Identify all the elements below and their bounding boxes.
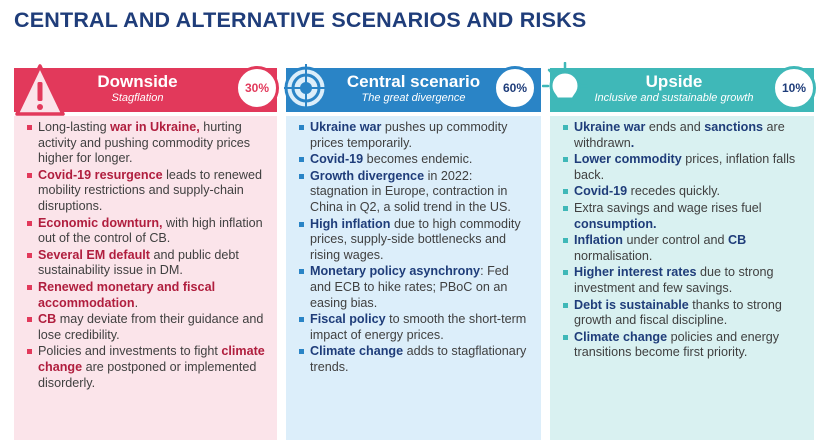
- list-item: High inflation due to high commodity pri…: [296, 217, 533, 264]
- text: recedes quickly.: [627, 184, 721, 199]
- downside-body: Long-lasting war in Ukraine, hurting act…: [14, 116, 277, 440]
- bold-text: Monetary policy asynchrony: [310, 264, 481, 279]
- text: prices, inflation falls back.: [574, 152, 796, 182]
- text: are postponed or implemented disorderly.: [38, 359, 257, 390]
- upside-header: Upside Inclusive and sustainable growth: [550, 68, 814, 112]
- bold-text: Renewed monetary and fiscal accommodatio…: [38, 279, 216, 310]
- list-item: Growth divergence in 2022: stagnation in…: [296, 169, 533, 216]
- central-list: Ukraine war pushes up commodity prices t…: [296, 120, 533, 376]
- list-item: Renewed monetary and fiscal accommodatio…: [24, 280, 269, 311]
- target-icon: [284, 64, 330, 117]
- warning-triangle-icon: [14, 62, 66, 125]
- bold-text: Lower commodity: [574, 152, 682, 167]
- list-item: Covid-19 becomes endemic.: [296, 152, 533, 168]
- text: are withdrawn: [574, 120, 785, 150]
- bold-text: consumption.: [574, 216, 657, 231]
- list-item: Covid-19 resurgence leads to renewed mob…: [24, 168, 269, 215]
- bold-text: Growth divergence: [310, 168, 425, 183]
- text: with high inflation out of the control o…: [38, 215, 263, 246]
- list-item: Several EM default and public debt susta…: [24, 248, 269, 279]
- upside-body: Ukraine war ends and sanctions are withd…: [550, 116, 814, 440]
- text: Extra savings and wage rises fuel: [574, 200, 762, 215]
- central-subtitle: The great divergence: [361, 92, 466, 104]
- text: pushes up commodity prices temporarily.: [310, 120, 508, 150]
- central-column: Central scenario The great divergence 60…: [284, 62, 541, 440]
- list-item: Ukraine war ends and sanctions are withd…: [560, 120, 806, 151]
- bold-text: CB: [38, 312, 57, 327]
- text: and public debt sustainability issue in …: [38, 247, 239, 278]
- list-item: Fiscal policy to smooth the short-term i…: [296, 312, 533, 343]
- upside-probability-badge: 10%: [772, 66, 816, 110]
- text: normalisation.: [574, 248, 653, 263]
- bold-text: Climate change: [310, 344, 404, 359]
- text: becomes endemic.: [363, 152, 473, 167]
- downside-list: Long-lasting war in Ukraine, hurting act…: [24, 120, 269, 391]
- text: to smooth the short-term impact of energ…: [310, 312, 527, 342]
- bold-text: Climate change: [574, 329, 668, 344]
- list-item: Monetary policy asynchrony: Fed and ECB …: [296, 264, 533, 311]
- list-item: Economic downturn, with high inflation o…: [24, 216, 269, 247]
- text: .: [134, 295, 139, 310]
- text: : Fed and ECB to hike rates; PBoC on an …: [310, 264, 509, 310]
- upside-title: Upside: [645, 72, 703, 91]
- list-item: Climate change policies and energy trans…: [560, 330, 806, 361]
- text: hurting activity and pushing commodity p…: [38, 120, 251, 166]
- text: ends and: [645, 120, 705, 134]
- text: due to high commodity prices, supply-sid…: [310, 216, 521, 262]
- page-title: CENTRAL AND ALTERNATIVE SCENARIOS AND RI…: [14, 8, 587, 32]
- bold-text: Debt is sustainable: [574, 297, 689, 312]
- text: leads to renewed mobility restrictions a…: [38, 167, 263, 213]
- bold-text: Ukraine war: [310, 120, 382, 134]
- downside-subtitle: Stagflation: [111, 92, 164, 104]
- text: due to strong investment and few savings…: [574, 265, 774, 295]
- bold-text: Economic downturn,: [38, 215, 163, 230]
- list-item: Higher interest rates due to strong inve…: [560, 265, 806, 296]
- bold-text: climate change: [38, 344, 265, 374]
- central-body: Ukraine war pushes up commodity prices t…: [286, 116, 541, 440]
- list-item: Debt is sustainable thanks to strong gro…: [560, 298, 806, 329]
- bold-text: High inflation: [310, 216, 391, 231]
- bold-text: war in Ukraine,: [110, 120, 200, 134]
- downside-title: Downside: [97, 72, 178, 91]
- list-item: CB may deviate from their guidance and l…: [24, 312, 269, 343]
- bold-text: CB: [728, 233, 747, 248]
- central-title: Central scenario: [346, 72, 481, 91]
- list-item: Lower commodity prices, inflation falls …: [560, 152, 806, 183]
- text: adds to stagflationary trends.: [310, 344, 527, 374]
- text: thanks to strong growth and fiscal disci…: [574, 297, 782, 328]
- list-item: Covid-19 recedes quickly.: [560, 184, 806, 200]
- list-item: Extra savings and wage rises fuel consum…: [560, 201, 806, 232]
- bold-text: Inflation: [574, 233, 623, 248]
- upside-list: Ukraine war ends and sanctions are withd…: [560, 120, 806, 361]
- text: in 2022: stagnation in Europe, contracti…: [310, 168, 511, 214]
- text: policies and energy transitions become f…: [574, 329, 780, 360]
- bold-text: .: [630, 135, 635, 150]
- downside-column: Downside Stagflation 30% Long-lasting wa…: [14, 62, 279, 440]
- bold-text: sanctions: [704, 120, 764, 134]
- bold-text: Covid-19: [574, 184, 628, 199]
- upside-column: Upside Inclusive and sustainable growth …: [541, 61, 816, 440]
- bold-text: Fiscal policy: [310, 312, 386, 327]
- list-item: Policies and investments to fight climat…: [24, 344, 269, 391]
- lightbulb-icon: [541, 61, 589, 121]
- bold-text: Higher interest rates: [574, 265, 697, 280]
- list-item: Long-lasting war in Ukraine, hurting act…: [24, 120, 269, 167]
- downside-probability-badge: 30%: [235, 66, 279, 110]
- list-item: Inflation under control and CB normalisa…: [560, 233, 806, 264]
- bold-text: Several EM default: [38, 247, 150, 262]
- text: may deviate from their guidance and lose…: [38, 312, 264, 342]
- central-header: Central scenario The great divergence: [286, 68, 541, 112]
- text: under control and: [622, 233, 728, 248]
- text: Long-lasting: [38, 120, 111, 134]
- text: Policies and investments to fight: [38, 344, 222, 359]
- list-item: Climate change adds to stagflationary tr…: [296, 344, 533, 375]
- bold-text: Ukraine war: [574, 120, 646, 134]
- upside-subtitle: Inclusive and sustainable growth: [594, 92, 754, 104]
- bold-text: Covid-19 resurgence: [38, 167, 163, 182]
- list-item: Ukraine war pushes up commodity prices t…: [296, 120, 533, 151]
- bold-text: Covid-19: [310, 152, 364, 167]
- central-probability-badge: 60%: [493, 66, 537, 110]
